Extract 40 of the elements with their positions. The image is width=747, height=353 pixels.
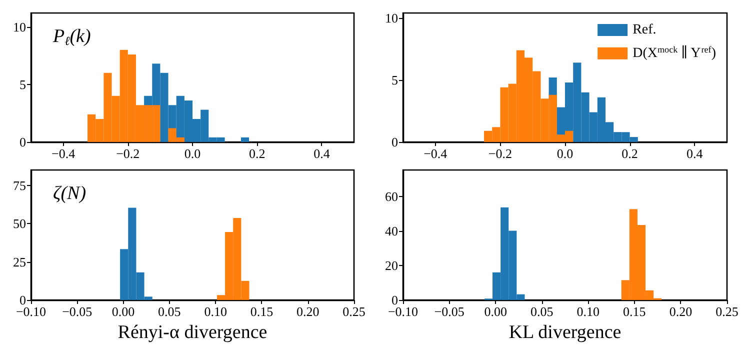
y-tick-label: 75 [13, 178, 26, 193]
x-tick-label: −0.05 [434, 304, 464, 319]
y-tick-label: 5 [20, 76, 26, 92]
y-tick-label: 50 [13, 216, 26, 232]
y-tick-label: 60 [385, 189, 398, 204]
y-tick-label: 5 [392, 72, 398, 88]
x-tick-label: 0.05 [530, 304, 554, 319]
x-tick-label: −0.2 [488, 146, 512, 161]
y-tick-label: 25 [13, 254, 26, 270]
x-tick-label: 0.05 [158, 304, 181, 319]
x-tick-label: 0.20 [296, 304, 320, 319]
x-tick-label: 0.0 [556, 146, 574, 161]
x-tick-label: 0.4 [686, 146, 704, 161]
y-tick-label: 40 [385, 224, 398, 239]
x-tick-label: 0.00 [112, 304, 135, 319]
legend-label: Ref. [632, 22, 656, 38]
x-axis-title: KL divergence [508, 322, 622, 343]
x-tick-label: 0.2 [622, 146, 638, 161]
x-tick-label: 0.10 [576, 304, 600, 319]
x-tick-label: 0.25 [716, 304, 738, 319]
x-tick-label: 0.4 [314, 146, 330, 161]
x-tick-label: 0.10 [204, 304, 227, 319]
x-tick-label: 0.15 [250, 304, 274, 319]
y-tick-label: 20 [385, 258, 398, 274]
x-tick-label: −0.05 [62, 304, 92, 319]
x-axis-title: Rényi-α divergence [118, 322, 268, 343]
y-tick-label: 0 [392, 134, 398, 150]
y-tick-label: 0 [20, 134, 26, 150]
y-tick-label: 10 [385, 10, 398, 26]
x-tick-label: −0.4 [52, 146, 76, 161]
x-tick-label: 0.25 [342, 304, 366, 319]
x-tick-label: −0.2 [116, 146, 140, 161]
x-tick-label: 0.00 [484, 304, 507, 319]
annotation: ζ(N) [53, 183, 86, 204]
x-tick-label: 0.2 [248, 146, 266, 161]
y-tick-label: 10 [13, 19, 26, 34]
x-tick-label: −0.4 [424, 146, 448, 161]
x-tick-label: 0.20 [669, 304, 692, 319]
x-tick-label: 0.15 [623, 304, 646, 319]
x-tick-label: 0.0 [184, 146, 201, 161]
